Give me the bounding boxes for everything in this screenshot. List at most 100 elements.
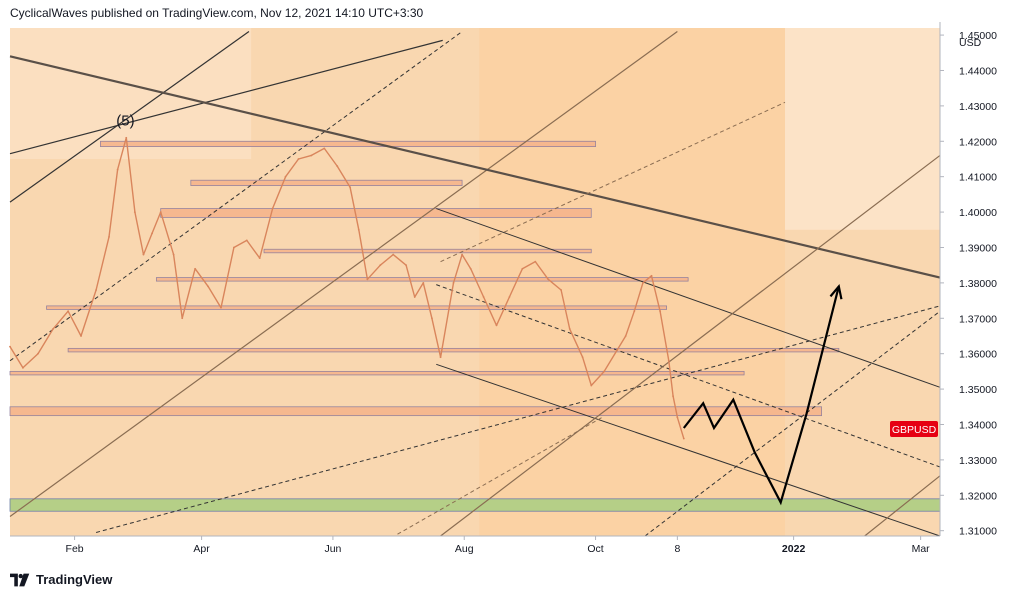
price-point — [633, 310, 636, 313]
price-point — [258, 257, 261, 260]
price-zone — [100, 140, 596, 147]
price-point — [495, 324, 498, 327]
currency-label: USD — [959, 37, 982, 49]
price-tick-label: 1.38000 — [959, 278, 997, 290]
zones-layer — [9, 140, 941, 512]
price-point — [439, 356, 442, 359]
price-point — [431, 317, 433, 320]
price-point — [22, 366, 24, 369]
trendline — [9, 39, 443, 155]
price-point — [413, 296, 416, 298]
trendline — [864, 475, 941, 537]
shaded-region — [479, 28, 785, 536]
price-point — [80, 335, 82, 337]
price-point — [379, 264, 382, 267]
price-point — [207, 285, 209, 288]
price-point — [659, 310, 662, 313]
price-tick-label: 1.36000 — [959, 349, 997, 361]
time-tick-label: Oct — [587, 543, 603, 555]
dashed-trendline — [9, 31, 463, 362]
price-point — [392, 253, 395, 256]
price-zone — [155, 277, 689, 282]
price-point — [181, 317, 184, 320]
trendline — [436, 208, 941, 388]
price-point — [560, 289, 563, 291]
trendline — [9, 31, 678, 518]
price-tick-label: 1.44000 — [959, 65, 997, 77]
price-zone — [160, 208, 592, 218]
price-point — [482, 296, 485, 298]
footer-brand: TradingView — [36, 572, 113, 587]
publish-info: CyclicalWaves published on TradingView.c… — [10, 6, 424, 20]
price-point — [534, 260, 537, 263]
price-tick-label: 1.43000 — [959, 101, 997, 113]
price-zone — [46, 305, 667, 310]
price-point — [349, 186, 352, 189]
price-point — [151, 232, 153, 235]
time-tick-label: Feb — [66, 543, 84, 555]
time-tick-label: Jun — [324, 543, 341, 555]
price-point — [590, 384, 593, 387]
time-tick-label: 2022 — [782, 543, 806, 555]
trendline — [440, 154, 941, 537]
price-point — [310, 154, 313, 157]
price-point — [667, 359, 670, 362]
dashed-trendline — [440, 101, 786, 263]
wave-label: (5) — [116, 113, 134, 130]
price-point — [159, 211, 162, 213]
trendline — [9, 31, 250, 203]
price-tick-label: 1.41000 — [959, 172, 997, 184]
price-zone — [9, 370, 745, 376]
price-point — [452, 281, 455, 284]
background-layer — [10, 28, 940, 536]
price-line — [9, 136, 685, 439]
price-point — [624, 335, 627, 337]
price-tick-label: 1.40000 — [959, 207, 997, 219]
tradingview-logo-icon — [10, 573, 30, 586]
price-point — [9, 345, 11, 348]
projection-layer — [682, 283, 843, 506]
symbol-badge — [890, 421, 938, 437]
price-zone — [190, 179, 463, 186]
right-shaded-region — [785, 28, 940, 230]
price-axis-background — [940, 0, 1009, 554]
price-point — [125, 136, 128, 139]
trendline — [9, 55, 941, 279]
price-point — [336, 165, 339, 167]
dashed-trendline — [397, 416, 603, 535]
price-point — [547, 278, 550, 281]
price-point — [461, 253, 463, 256]
price-point — [52, 328, 54, 330]
time-tick-label: Aug — [455, 543, 474, 555]
price-point — [133, 211, 136, 213]
price-point — [676, 416, 679, 419]
price-tick-label: 1.34000 — [959, 419, 997, 431]
price-point — [37, 352, 39, 355]
price-tick-label: 1.37000 — [959, 313, 997, 325]
price-point — [508, 296, 511, 298]
price-point — [297, 158, 300, 160]
time-tick-label: Apr — [193, 543, 210, 555]
price-zone — [67, 347, 840, 353]
time-tick-label: 8 — [674, 543, 680, 555]
dashed-trendline — [95, 305, 941, 533]
price-tick-label: 1.39000 — [959, 242, 997, 254]
time-tick-label: Mar — [912, 543, 931, 555]
price-point — [323, 147, 326, 150]
price-point — [616, 349, 618, 352]
dashed-trendline — [436, 284, 941, 468]
price-zone — [9, 406, 822, 417]
price-point — [581, 356, 584, 359]
price-tick-label: 1.42000 — [959, 136, 997, 148]
trendline — [436, 363, 941, 537]
footer: TradingView — [10, 572, 112, 587]
price-point — [469, 267, 472, 270]
upper-shaded-region — [10, 28, 252, 159]
axis-layer: 1.31000 1.32000 1.33000 1.34000 1.35000 1.360… — [10, 0, 1009, 555]
price-zone — [263, 248, 592, 254]
price-point — [366, 278, 369, 281]
price-point — [194, 267, 197, 270]
price-point — [108, 235, 110, 238]
price-point — [642, 281, 644, 284]
